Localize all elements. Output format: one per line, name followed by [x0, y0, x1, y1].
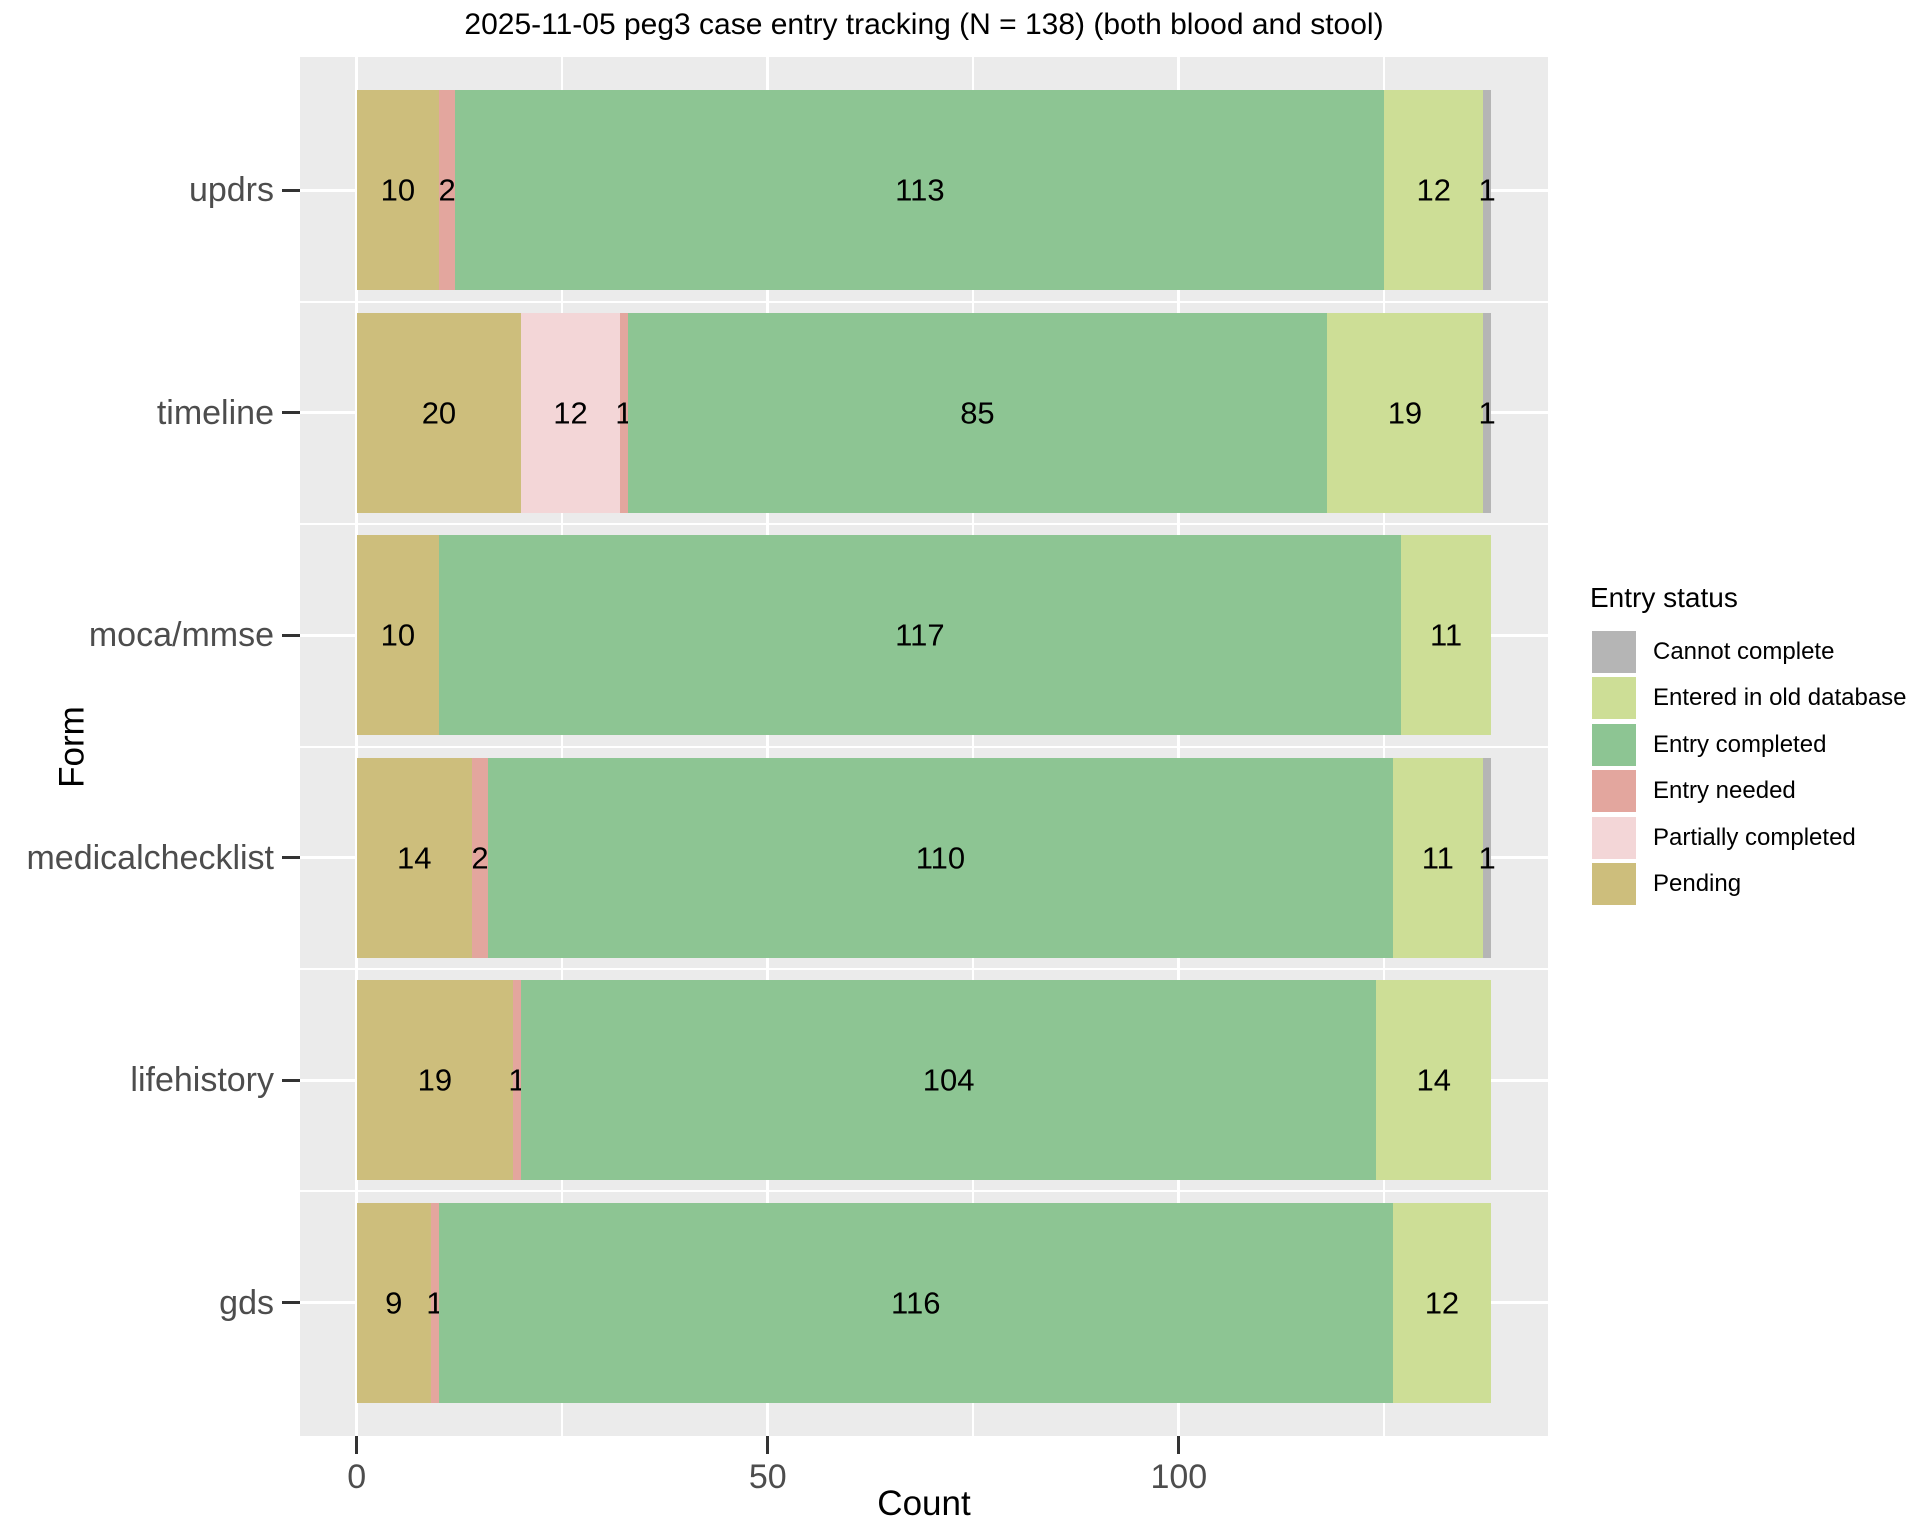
- bar-segment-timeline-pending: [356, 312, 522, 513]
- y-category-label-gds: gds: [219, 1283, 274, 1322]
- bar-segment-lifehistory-entry-needed: [512, 980, 522, 1181]
- bar-segment-gds-entered-in-old-database: [1392, 1202, 1492, 1403]
- bar-segment-updrs-entry-completed: [455, 90, 1385, 291]
- bar-segment-timeline-partially-completed: [521, 312, 620, 513]
- bar-value-label: 19: [1387, 395, 1423, 431]
- bar-value-label: 11: [1421, 840, 1454, 876]
- y-category-label-timeline: timeline: [156, 393, 274, 432]
- legend-label-entered-in-old-database: Entered in old database: [1653, 684, 1907, 712]
- bar-segment-lifehistory-entry-completed: [521, 980, 1377, 1181]
- bar-value-label: 10: [380, 172, 416, 208]
- plot-title: 2025-11-05 peg3 case entry tracking (N =…: [464, 8, 1384, 41]
- bar-value-label: 12: [1416, 172, 1451, 208]
- bar-segment-moca-mmse-pending: [356, 535, 439, 736]
- bar-segment-moca-mmse-entered-in-old-database: [1400, 535, 1492, 736]
- bar-value-label: 104: [922, 1062, 975, 1098]
- y-category-label-moca-mmse: moca/mmse: [88, 616, 274, 655]
- legend-swatch-pending: [1592, 863, 1636, 905]
- legend-swatch-partially-completed: [1592, 816, 1636, 859]
- bar-value-label: 1: [1478, 840, 1496, 876]
- y-axis-tick: [282, 856, 300, 860]
- y-axis-tick: [282, 1078, 300, 1082]
- y-axis-tick: [282, 188, 300, 192]
- y-axis-tick: [282, 411, 300, 415]
- bar-segment-medicalchecklist-entry-needed: [471, 757, 489, 958]
- bar-value-label: 14: [397, 840, 432, 876]
- bar-value-label: 19: [417, 1062, 453, 1098]
- bar-segment-updrs-entry-needed: [438, 90, 456, 291]
- x-tick-label: 50: [748, 1458, 787, 1496]
- bar-value-label: 12: [1424, 1285, 1460, 1321]
- legend-swatch-entered-in-old-database: [1592, 677, 1636, 720]
- bar-value-label: 11: [1429, 617, 1463, 653]
- y-axis-tick: [282, 633, 300, 637]
- bar-segment-gds-pending: [356, 1202, 431, 1403]
- legend-label-partially-completed: Partially completed: [1653, 823, 1856, 851]
- bar-segment-updrs-pending: [356, 90, 439, 291]
- bar-value-label: 14: [1416, 1062, 1451, 1098]
- bar-segment-gds-entry-needed: [430, 1202, 439, 1403]
- y-category-label-medicalchecklist: medicalchecklist: [26, 838, 274, 877]
- legend-label-entry-completed: Entry completed: [1653, 730, 1827, 758]
- bar-value-label: 116: [891, 1285, 941, 1321]
- y-axis-tick: [282, 1301, 300, 1305]
- x-axis-tick: [1177, 1436, 1181, 1454]
- legend-swatch-entry-completed: [1592, 723, 1636, 766]
- bar-segment-updrs-cannot-complete: [1483, 90, 1492, 291]
- bar-segment-timeline-entry-completed: [628, 312, 1327, 513]
- legend-title: Entry status: [1590, 582, 1738, 613]
- bar-value-label: 2: [471, 840, 489, 876]
- x-axis-title: Count: [877, 1484, 971, 1523]
- bar-value-label: 117: [895, 617, 945, 653]
- bar-value-label: 113: [895, 172, 945, 208]
- y-axis-title: Form: [52, 705, 92, 788]
- legend-swatch-cannot-complete: [1592, 631, 1636, 673]
- legend-label-cannot-complete: Cannot complete: [1653, 638, 1835, 665]
- bar-value-label: 10: [380, 617, 416, 653]
- y-category-label-lifehistory: lifehistory: [130, 1061, 274, 1100]
- bar-value-label: 9: [385, 1285, 403, 1321]
- bar-segment-medicalchecklist-entry-completed: [488, 757, 1393, 958]
- y-minor-gridline: [300, 745, 1548, 748]
- bar-value-label: 20: [421, 395, 457, 431]
- bar-segment-lifehistory-pending: [356, 980, 513, 1181]
- bar-value-label: 1: [1478, 395, 1496, 431]
- bar-segment-timeline-entry-needed: [619, 312, 629, 513]
- y-minor-gridline: [300, 967, 1548, 970]
- legend-label-entry-needed: Entry needed: [1653, 777, 1796, 805]
- bar-segment-updrs-entered-in-old-database: [1384, 90, 1484, 291]
- bar-value-label: 2: [438, 172, 456, 208]
- bar-segment-medicalchecklist-pending: [356, 757, 472, 958]
- x-tick-label: 100: [1150, 1458, 1208, 1496]
- bar-value-label: 1: [1478, 172, 1496, 208]
- bar-segment-medicalchecklist-cannot-complete: [1483, 757, 1492, 958]
- x-axis-tick: [766, 1436, 770, 1454]
- bar-segment-timeline-entered-in-old-database: [1326, 312, 1484, 513]
- bar-segment-timeline-cannot-complete: [1483, 312, 1492, 513]
- bar-value-label: 12: [553, 395, 588, 431]
- x-axis-tick: [355, 1436, 359, 1454]
- bar-value-label: 110: [915, 840, 966, 876]
- bar-segment-gds-entry-completed: [438, 1202, 1393, 1403]
- bar-segment-lifehistory-entered-in-old-database: [1376, 980, 1492, 1181]
- y-minor-gridline: [300, 1190, 1548, 1193]
- bar-segment-moca-mmse-entry-completed: [438, 535, 1401, 736]
- bar-value-label: 85: [960, 395, 995, 431]
- x-tick-label: 0: [347, 1458, 367, 1496]
- y-minor-gridline: [300, 300, 1548, 303]
- bar-segment-medicalchecklist-entered-in-old-database: [1392, 757, 1484, 958]
- legend-swatch-entry-needed: [1592, 770, 1636, 813]
- y-category-label-updrs: updrs: [188, 171, 274, 210]
- y-minor-gridline: [300, 523, 1548, 526]
- legend-label-pending: Pending: [1653, 870, 1742, 897]
